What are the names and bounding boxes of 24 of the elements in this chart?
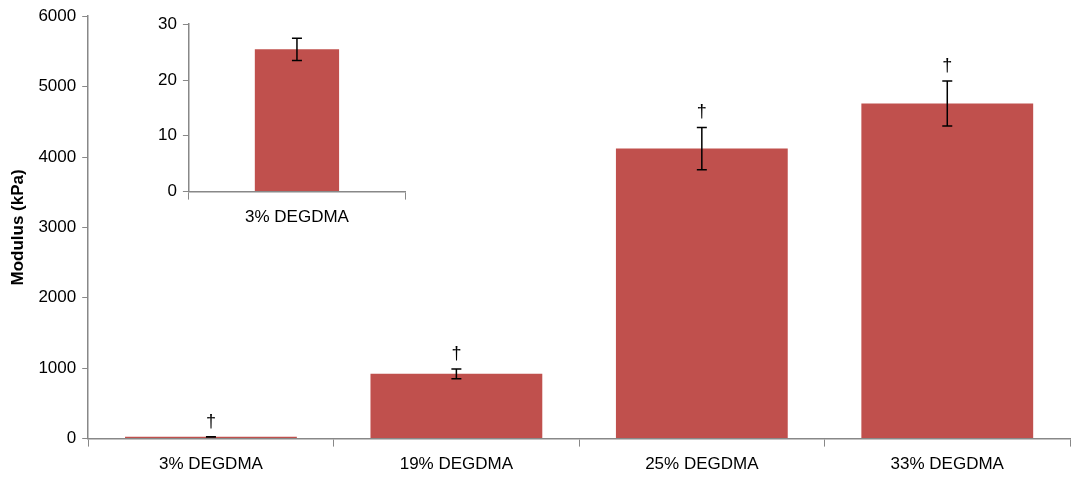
bar [861,103,1034,439]
x-tick-label: 3% DEGDMA [158,454,264,474]
y-tick-label: 2000 [38,287,77,307]
y-tick-label: 1000 [38,357,77,377]
y-tick-label: 5000 [38,76,77,96]
bar [615,148,788,439]
y-tick-label: 30 [157,13,177,33]
annotation: † [205,410,216,431]
y-tick-label: 20 [157,69,177,89]
y-tick-label: 0 [167,181,177,201]
x-tick-label: 19% DEGDMA [399,454,514,474]
x-tick-label: 25% DEGDMA [645,454,760,474]
x-tick-label: 33% DEGDMA [890,454,1005,474]
y-axis-title: Modulus (kPa) [7,169,27,286]
y-tick-label: 10 [157,125,177,145]
y-tick-label: 4000 [38,146,77,166]
y-tick-label: 0 [66,428,77,448]
y-tick-label: 3000 [38,217,77,237]
x-tick-label: 3% DEGDMA [244,207,350,227]
annotation: † [942,54,953,75]
annotation: † [451,342,462,363]
y-tick-label: 6000 [38,5,77,25]
bar [370,373,543,439]
annotation: † [696,101,707,122]
